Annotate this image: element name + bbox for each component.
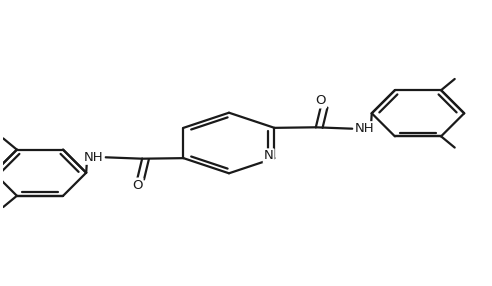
Text: NH: NH [84, 151, 103, 164]
Text: O: O [132, 178, 143, 192]
Text: NH: NH [355, 122, 374, 135]
Text: N: N [264, 149, 274, 162]
Text: O: O [315, 94, 326, 108]
